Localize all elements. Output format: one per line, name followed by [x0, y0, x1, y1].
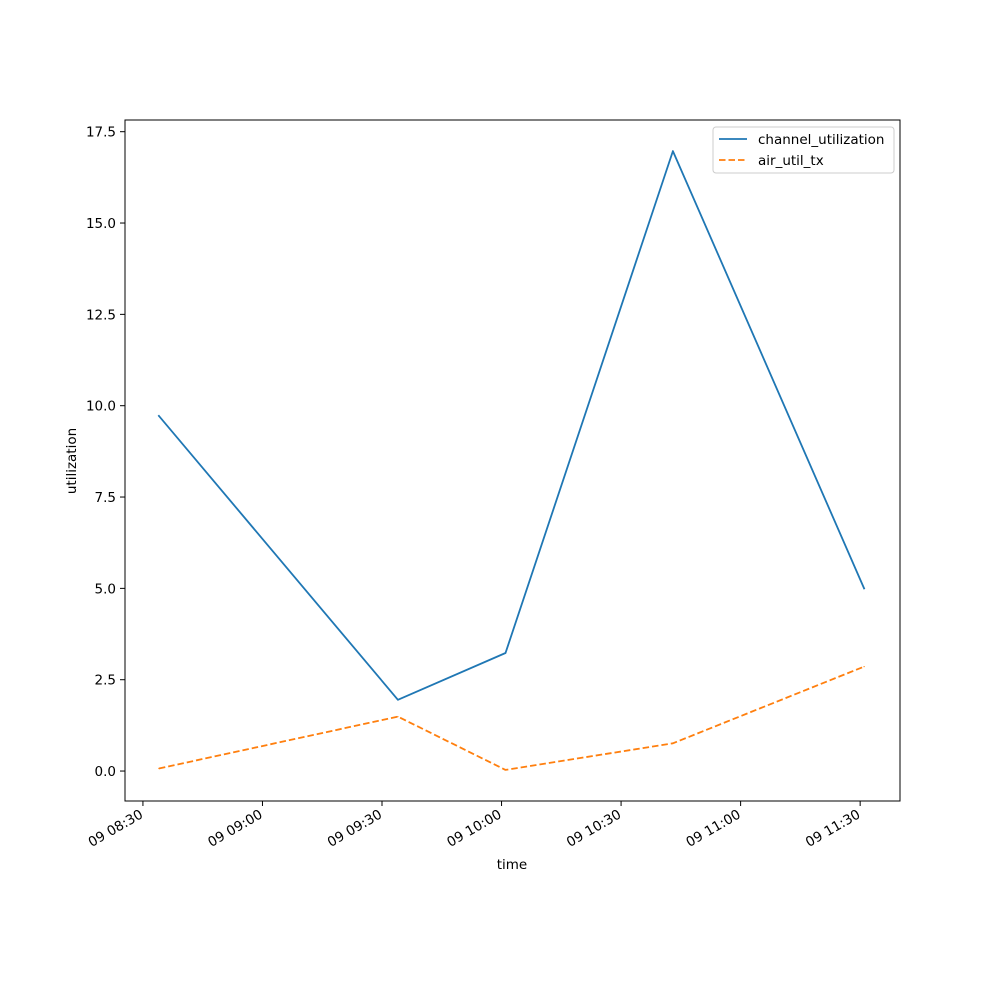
legend: channel_utilization air_util_tx	[712, 126, 895, 174]
y-tick-label: 5.0	[95, 581, 116, 597]
data-point	[504, 769, 507, 771]
y-tick-label: 12.5	[86, 307, 116, 323]
data-point	[672, 150, 674, 152]
data-point	[397, 716, 399, 718]
x-axis-label: time	[497, 857, 528, 873]
data-point	[504, 652, 507, 654]
data-point	[863, 587, 865, 590]
series-layer	[157, 150, 866, 771]
y-axis: 0.0 2.5 5.0 7.5 10.0 12.5 15.0 17.5	[86, 125, 125, 780]
y-tick-label: 7.5	[95, 490, 116, 506]
y-axis-label: utilization	[64, 428, 80, 494]
y-tick-label: 17.5	[86, 125, 116, 141]
y-tick-label: 15.0	[86, 216, 116, 232]
y-tick-label: 2.5	[95, 673, 116, 689]
legend-label-channel_utilization: channel_utilization	[758, 132, 885, 148]
data-point	[158, 415, 160, 417]
y-tick-label: 0.0	[95, 764, 116, 780]
legend-box	[712, 126, 895, 174]
data-point	[158, 767, 160, 770]
data-point	[863, 666, 865, 668]
data-point	[397, 699, 399, 701]
data-point	[672, 742, 674, 744]
y-tick-label: 10.0	[86, 399, 116, 415]
plot-frame	[124, 119, 901, 802]
legend-label-air_util_tx: air_util_tx	[758, 153, 824, 169]
